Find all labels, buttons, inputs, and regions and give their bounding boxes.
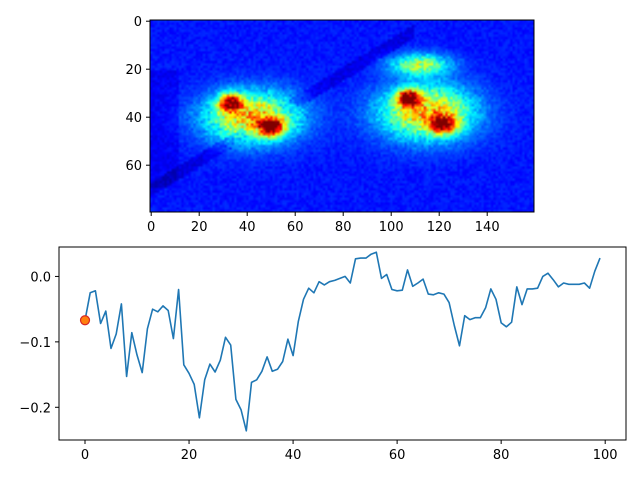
line-x-tick-label: 80 [493, 448, 510, 463]
heatmap-x-tick-label: 40 [239, 220, 256, 235]
line-x-axis: 0 20 40 60 80 100 [81, 440, 618, 463]
heatmap-y-tick-label: 0 [134, 15, 142, 30]
line-x-tick-label: 20 [181, 448, 198, 463]
current-point-marker [79, 315, 91, 326]
heatmap-x-tick-label: 140 [475, 220, 500, 235]
heatmap-y-tick-label: 40 [125, 111, 142, 126]
line-x-tick-label: 40 [285, 448, 302, 463]
line-y-axis: 0.0 −0.1 −0.2 [19, 270, 59, 416]
line-x-tick-label: 100 [593, 448, 618, 463]
heatmap-x-tick-label: 60 [287, 220, 304, 235]
heatmap-x-tick-label: 100 [379, 220, 404, 235]
line-y-tick-label: −0.2 [19, 401, 51, 416]
line-plot-frame [58, 246, 627, 441]
heatmap-image [150, 20, 534, 212]
heatmap-x-tick-label: 80 [335, 220, 352, 235]
heatmap-x-axis: 0 20 40 60 80 100 120 140 [147, 212, 500, 235]
line-points [85, 252, 600, 431]
line-x-tick-label: 60 [389, 448, 406, 463]
line-panel: 0 20 40 60 80 100 0.0 −0.1 −0.2 [19, 246, 627, 463]
heatmap-x-tick-label: 20 [191, 220, 208, 235]
line-y-tick-label: 0.0 [30, 270, 51, 285]
line-series [84, 251, 601, 432]
line-x-tick-label: 0 [81, 448, 89, 463]
heatmap-panel: 0 20 40 60 80 100 120 140 0 20 40 60 [125, 15, 535, 235]
line-y-tick-label: −0.1 [19, 336, 51, 351]
heatmap-x-tick-label: 0 [147, 220, 155, 235]
heatmap-y-tick-label: 20 [125, 63, 142, 78]
heatmap-y-axis: 0 20 40 60 [125, 15, 150, 174]
heatmap-y-tick-label: 60 [125, 159, 142, 174]
heatmap-x-tick-label: 120 [427, 220, 452, 235]
heatmap-frame [149, 19, 535, 213]
